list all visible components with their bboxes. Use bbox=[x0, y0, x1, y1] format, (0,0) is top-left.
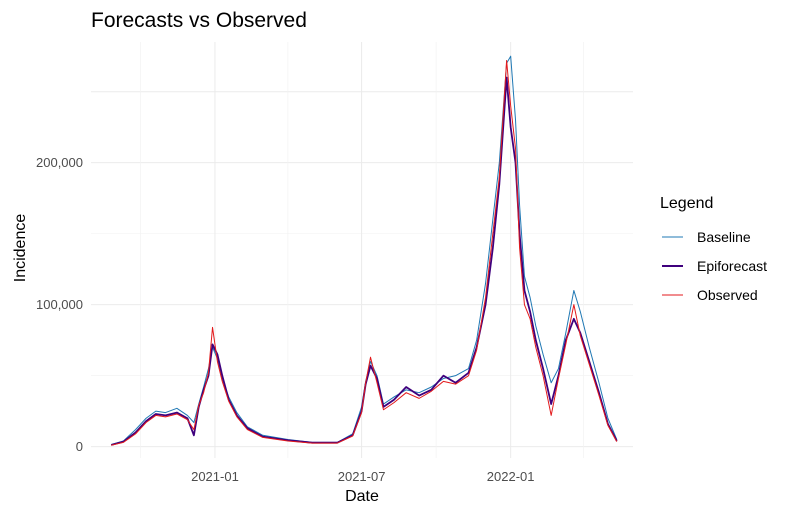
series-line-epiforecast bbox=[111, 76, 618, 446]
series-line-observed bbox=[111, 59, 618, 446]
x-tick-label: 2021-07 bbox=[338, 469, 386, 484]
legend: Legend Baseline Epiforecast Observed bbox=[660, 195, 767, 303]
y-tick-label: 100,000 bbox=[36, 297, 83, 312]
x-axis-title: Date bbox=[345, 488, 379, 505]
series-lines bbox=[111, 55, 618, 446]
y-tick-label: 0 bbox=[76, 439, 83, 454]
legend-label-baseline: Baseline bbox=[697, 229, 751, 245]
legend-label-epiforecast: Epiforecast bbox=[697, 258, 767, 274]
legend-title: Legend bbox=[660, 195, 713, 212]
grid bbox=[91, 42, 633, 458]
chart-title: Forecasts vs Observed bbox=[91, 9, 307, 32]
y-axis-ticks: 0 100,000 200,000 bbox=[36, 155, 83, 454]
x-axis-ticks: 2021-01 2021-07 2022-01 bbox=[191, 469, 534, 484]
y-axis-title: Incidence bbox=[12, 214, 29, 283]
series-line-baseline bbox=[111, 55, 618, 445]
y-tick-label: 200,000 bbox=[36, 155, 83, 170]
x-tick-label: 2022-01 bbox=[487, 469, 535, 484]
x-tick-label: 2021-01 bbox=[191, 469, 239, 484]
legend-label-observed: Observed bbox=[697, 287, 758, 303]
